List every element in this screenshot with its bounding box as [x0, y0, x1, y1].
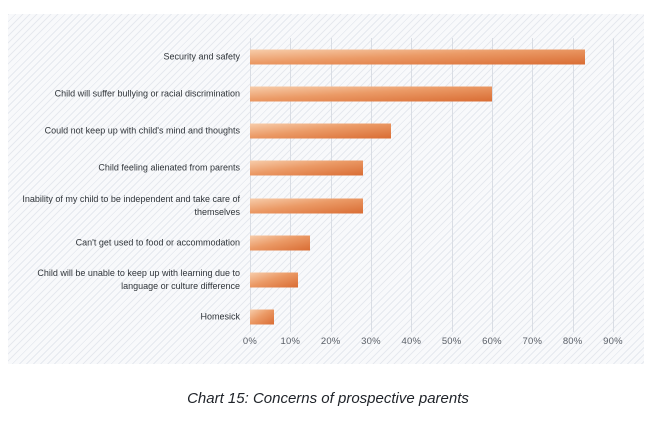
gridline	[250, 38, 251, 332]
gridline	[290, 38, 292, 332]
x-axis-tick-label: 20%	[320, 336, 341, 347]
gridline	[370, 38, 372, 332]
x-axis-tick-label: 90%	[603, 336, 623, 347]
category-label: Homesick	[200, 311, 240, 322]
category-label: Could not keep up with child's mind and …	[44, 125, 240, 136]
bar	[250, 160, 363, 176]
gridline	[451, 38, 453, 332]
chart-caption: Chart 15: Concerns of prospective parent…	[187, 390, 469, 407]
category-label: Child will be unable to keep up with lea…	[37, 267, 240, 291]
bar	[250, 272, 299, 288]
gridline	[330, 38, 332, 332]
x-axis-tick-label: 30%	[361, 336, 381, 347]
x-axis-tick-label: 80%	[562, 336, 583, 347]
chart-panel: 0% 10% 20% 30% 40% 50% 60% 70% 80% 90% Security an…	[8, 14, 644, 364]
bar	[250, 86, 492, 102]
category-label: Can't get used to food or accommodation	[75, 237, 240, 248]
category-label: Security and safety	[163, 51, 240, 62]
gridline	[491, 38, 493, 332]
gridline	[411, 38, 413, 332]
x-axis-tick-label: 50%	[441, 336, 462, 347]
gridline	[532, 38, 534, 332]
bar	[250, 309, 275, 325]
x-axis-tick-label: 0%	[242, 336, 258, 347]
x-axis-tick-label: 70%	[522, 336, 543, 347]
category-label: Inability of my child to be independent …	[22, 193, 240, 217]
gridline	[572, 38, 574, 332]
x-axis-tick-label: 40%	[401, 336, 422, 347]
gridline	[612, 38, 614, 332]
x-axis-tick-label: 10%	[280, 336, 301, 347]
category-label: Child feeling alienated from parents	[98, 162, 240, 173]
bar	[250, 198, 363, 214]
x-axis-tick-label: 60%	[482, 336, 502, 347]
bar	[250, 49, 585, 65]
bar	[250, 123, 392, 139]
bar	[250, 235, 311, 251]
category-label: Child will suffer bullying or racial dis…	[54, 88, 240, 99]
